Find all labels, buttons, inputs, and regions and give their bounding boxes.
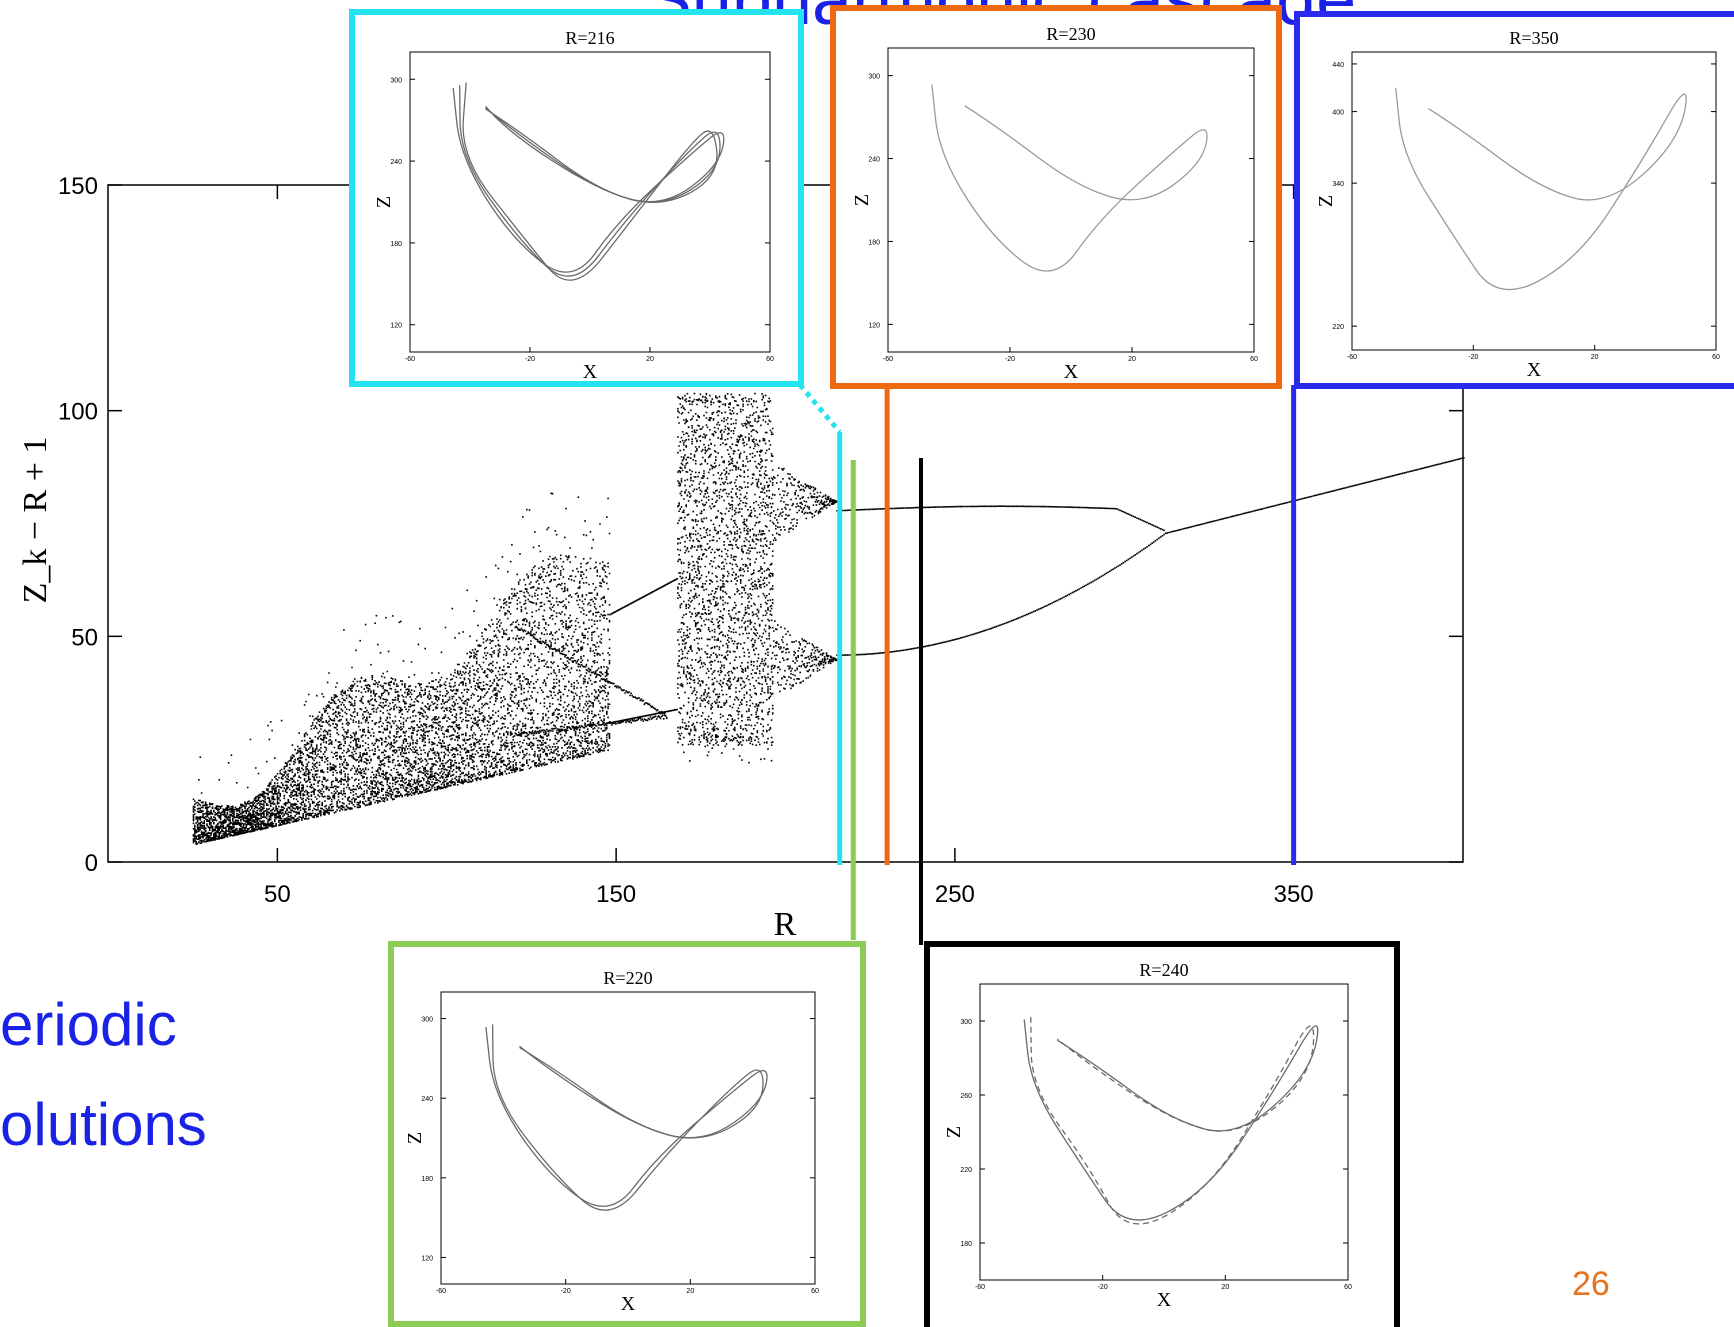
inset-x-tick-label: 20 <box>686 1288 694 1295</box>
inset-r220-plot-frame <box>440 991 816 1285</box>
inset-y-tick-label: 120 <box>421 1255 433 1262</box>
inset-x-tick-label: -20 <box>1468 354 1478 361</box>
y-tick-label: 50 <box>71 624 98 651</box>
bifurcation-chart: 50 150 250 350 0 50 100 150 R Z_k − R + 1 <box>17 173 1465 943</box>
inset-y-tick-label: 260 <box>960 1093 972 1100</box>
inset-r230: R=230 X Z -60 -20 20 60 120 180 240 300 <box>830 5 1282 389</box>
inset-y-label: Z <box>851 194 873 206</box>
y-axis-label: Z_k − R + 1 <box>17 437 54 604</box>
inset-x-tick-label: 20 <box>1221 1284 1229 1291</box>
inset-x-tick-label: -20 <box>525 356 535 363</box>
orbit-curve <box>1030 1016 1315 1225</box>
y-tick-label: 150 <box>58 173 98 200</box>
inset-r220-border <box>388 941 866 1327</box>
inset-y-tick-label: 120 <box>868 322 880 329</box>
inset-x-tick-label: -20 <box>561 1288 571 1295</box>
inset-r350: R=350 X Z -60 -20 20 60 220 340 400 440 <box>1294 11 1734 389</box>
scatter-points <box>192 392 1465 845</box>
phase-portrait-insets: R=216 X Z -60 -20 20 60 120 180 240 300 R=230 X Z -60 -… <box>349 5 1734 1327</box>
inset-r240: R=240 X Z -60 -20 20 60 180 220 260 300 <box>924 941 1400 1327</box>
inset-x-label: X <box>583 361 598 383</box>
orbit-curve <box>931 84 1208 272</box>
inset-x-tick-label: 60 <box>1250 356 1258 363</box>
orbit-curve <box>1395 87 1687 291</box>
inset-y-tick-label: 240 <box>421 1096 433 1103</box>
inset-title: R=350 <box>1509 28 1558 48</box>
left-text-line2: olutions <box>0 1091 207 1158</box>
inset-y-label: Z <box>404 1132 426 1144</box>
inset-y-tick-label: 220 <box>960 1167 972 1174</box>
inset-x-tick-label: -60 <box>436 1288 446 1295</box>
inset-r350-border <box>1294 11 1734 389</box>
inset-y-tick-label: 300 <box>390 77 402 84</box>
y-axis-ticks: 0 50 100 150 <box>58 173 1463 877</box>
inset-r230-plot-frame <box>887 47 1255 353</box>
x-tick-label: 250 <box>935 881 975 908</box>
inset-x-tick-label: 20 <box>646 356 654 363</box>
inset-r220: R=220 X Z -60 -20 20 60 120 180 240 300 <box>388 941 866 1327</box>
inset-x-label: X <box>1064 361 1079 383</box>
inset-y-tick-label: 180 <box>960 1241 972 1248</box>
inset-y-tick-label: 300 <box>421 1017 433 1024</box>
inset-title: R=220 <box>603 968 652 988</box>
inset-y-tick-label: 240 <box>390 159 402 166</box>
inset-y-tick-label: 180 <box>868 239 880 246</box>
inset-y-tick-label: 180 <box>390 241 402 248</box>
inset-r240-border <box>924 941 1400 1327</box>
r-marker-lines <box>798 383 1297 945</box>
inset-y-tick-label: 180 <box>421 1176 433 1183</box>
x-tick-label: 150 <box>596 881 636 908</box>
inset-x-tick-label: 60 <box>766 356 774 363</box>
inset-r216: R=216 X Z -60 -20 20 60 120 180 240 300 <box>349 9 804 387</box>
inset-r230-border <box>830 5 1282 389</box>
inset-y-label: Z <box>373 196 395 208</box>
inset-x-tick-label: 20 <box>1128 356 1136 363</box>
left-text-line1: eriodic <box>0 991 177 1058</box>
inset-r216-plot-frame <box>409 51 771 353</box>
x-tick-label: 50 <box>264 881 291 908</box>
x-tick-label: 350 <box>1274 881 1314 908</box>
inset-x-label: X <box>1157 1289 1172 1311</box>
inset-title: R=230 <box>1046 24 1095 44</box>
x-axis-ticks: 50 150 250 350 <box>264 185 1314 908</box>
inset-title: R=216 <box>565 28 614 48</box>
inset-x-tick-label: 60 <box>1344 1284 1352 1291</box>
orbit-curve <box>491 1024 764 1211</box>
inset-x-tick-label: 60 <box>811 1288 819 1295</box>
inset-y-tick-label: 340 <box>1332 181 1344 188</box>
r216-marker-connector <box>798 383 842 434</box>
y-tick-label: 100 <box>58 399 98 426</box>
inset-title: R=240 <box>1139 960 1188 980</box>
bifurcation-points <box>192 392 1465 845</box>
inset-x-label: X <box>621 1293 636 1315</box>
x-axis-label: R <box>774 906 797 943</box>
inset-y-tick-label: 240 <box>868 157 880 164</box>
inset-x-tick-label: -60 <box>1347 354 1357 361</box>
inset-y-label: Z <box>1315 195 1337 207</box>
inset-y-tick-label: 440 <box>1332 62 1344 69</box>
inset-x-tick-label: 60 <box>1712 354 1720 361</box>
inset-x-label: X <box>1527 359 1542 381</box>
inset-r216-border <box>349 9 804 387</box>
inset-r350-plot-frame <box>1351 51 1717 351</box>
inset-r240-plot-frame <box>979 983 1349 1281</box>
y-tick-label: 0 <box>85 850 98 877</box>
inset-x-tick-label: 20 <box>1591 354 1599 361</box>
inset-x-tick-label: -60 <box>883 356 893 363</box>
inset-x-tick-label: -60 <box>405 356 415 363</box>
inset-y-tick-label: 400 <box>1332 110 1344 117</box>
inset-x-tick-label: -20 <box>1098 1284 1108 1291</box>
inset-x-tick-label: -20 <box>1005 356 1015 363</box>
inset-y-tick-label: 120 <box>390 323 402 330</box>
inset-x-tick-label: -60 <box>975 1284 985 1291</box>
inset-y-tick-label: 300 <box>960 1019 972 1026</box>
page-number: 26 <box>1572 1265 1610 1303</box>
inset-y-tick-label: 220 <box>1332 324 1344 331</box>
orbit-curve <box>462 82 718 281</box>
inset-y-tick-label: 300 <box>868 74 880 81</box>
inset-y-label: Z <box>943 1126 965 1138</box>
